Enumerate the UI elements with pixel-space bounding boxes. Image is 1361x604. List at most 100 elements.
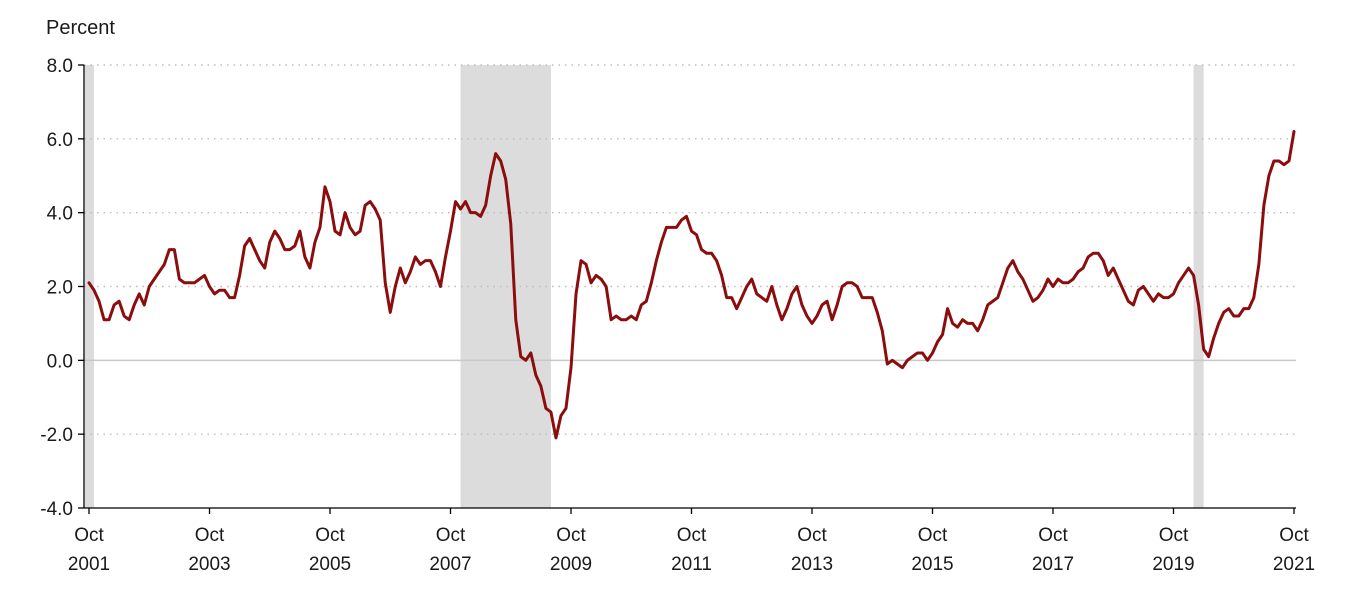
series-point xyxy=(339,234,341,236)
series-point xyxy=(811,322,813,325)
series-point xyxy=(615,315,617,317)
series-point xyxy=(720,274,723,277)
series-point xyxy=(374,208,376,210)
series-point xyxy=(183,282,186,284)
series-point xyxy=(530,352,532,354)
series-point xyxy=(991,300,994,303)
series-point xyxy=(776,304,778,306)
series-point xyxy=(846,282,848,284)
series-point xyxy=(484,204,487,207)
recession-band xyxy=(460,65,551,508)
series-point xyxy=(926,359,929,362)
series-point xyxy=(801,304,803,306)
series-point xyxy=(1052,285,1054,288)
series-point xyxy=(268,241,271,243)
series-point xyxy=(414,256,417,258)
series-point xyxy=(1222,311,1225,314)
series-point xyxy=(1202,348,1205,351)
series-point xyxy=(273,230,276,232)
series-point xyxy=(560,414,562,417)
series-point xyxy=(951,322,954,325)
series-point xyxy=(941,333,944,336)
series-point xyxy=(901,366,904,369)
series-point xyxy=(88,282,90,284)
series-point xyxy=(1062,282,1064,284)
series-point xyxy=(379,219,382,221)
series-point xyxy=(670,226,673,229)
series-point xyxy=(550,411,552,413)
series-point xyxy=(429,259,432,262)
series-point xyxy=(359,230,361,232)
series-point xyxy=(193,282,196,284)
series-point xyxy=(1082,267,1084,269)
series-point xyxy=(1037,296,1039,299)
series-point xyxy=(514,318,517,321)
series-point xyxy=(1258,263,1260,266)
series-point xyxy=(1263,204,1265,207)
series-point xyxy=(439,285,442,288)
series-point xyxy=(103,318,105,321)
series-point xyxy=(419,263,422,266)
series-point xyxy=(660,241,663,243)
series-point xyxy=(1167,296,1170,299)
series-point xyxy=(1032,300,1034,303)
y-axis-ticks: 8.0 6.0 4.0 2.0 0.0 -2.0 -4.0 xyxy=(40,56,84,520)
series-point xyxy=(459,208,462,210)
series-point xyxy=(525,359,527,362)
series-point xyxy=(1127,300,1130,303)
series-point xyxy=(223,289,226,291)
series-point xyxy=(871,296,874,299)
x-tick-month-label: Oct xyxy=(677,525,707,546)
series-point xyxy=(710,252,713,255)
series-point xyxy=(540,385,542,387)
series-point xyxy=(1017,270,1019,273)
series-point xyxy=(464,200,467,203)
series-point xyxy=(208,285,211,288)
series-point xyxy=(961,318,964,321)
series-point xyxy=(996,296,999,299)
series-point xyxy=(1187,267,1190,269)
series-point xyxy=(725,296,728,299)
series-point xyxy=(600,278,602,280)
series-point xyxy=(1237,315,1240,317)
series-point xyxy=(123,315,125,317)
series-point xyxy=(605,285,607,288)
series-point xyxy=(630,315,633,317)
series-point xyxy=(806,315,808,317)
series-point xyxy=(369,200,371,203)
x-tick-month-label: Oct xyxy=(195,525,225,546)
series-point xyxy=(1132,304,1135,306)
x-tick-year-label: 2021 xyxy=(1273,554,1315,575)
series-point xyxy=(1152,300,1155,303)
series-point xyxy=(499,160,502,162)
x-tick-year-label: 2005 xyxy=(309,554,351,575)
series-point xyxy=(454,200,457,203)
series-point xyxy=(911,355,914,358)
series-line xyxy=(87,129,1296,440)
series-point xyxy=(334,230,336,232)
series-point xyxy=(1097,252,1099,255)
series-point xyxy=(424,259,427,262)
series-point xyxy=(1102,259,1105,262)
series-point xyxy=(745,285,748,288)
gridlines xyxy=(84,64,1296,509)
x-tick-month-label: Oct xyxy=(556,525,586,546)
series-point xyxy=(705,252,708,255)
series-point xyxy=(289,248,291,251)
series-point xyxy=(128,318,130,321)
series-point xyxy=(625,318,628,321)
series-point xyxy=(93,289,95,291)
series-point xyxy=(113,304,115,306)
y-tick-label: 0.0 xyxy=(47,351,73,372)
series-point xyxy=(168,248,171,251)
x-axis-ticks: Oct 2001 Oct 2003 Oct 2005 Oct 2007 Oct 2009 Oct 20… xyxy=(68,508,1315,575)
series-point xyxy=(610,318,612,321)
recession-band xyxy=(85,65,95,508)
series-point xyxy=(881,330,884,332)
series-point xyxy=(976,330,979,332)
recession-shading xyxy=(85,65,1204,508)
x-tick-year-label: 2017 xyxy=(1032,554,1074,575)
series-point xyxy=(1293,130,1295,133)
y-tick-label: 8.0 xyxy=(47,56,73,77)
series-point xyxy=(886,363,889,365)
